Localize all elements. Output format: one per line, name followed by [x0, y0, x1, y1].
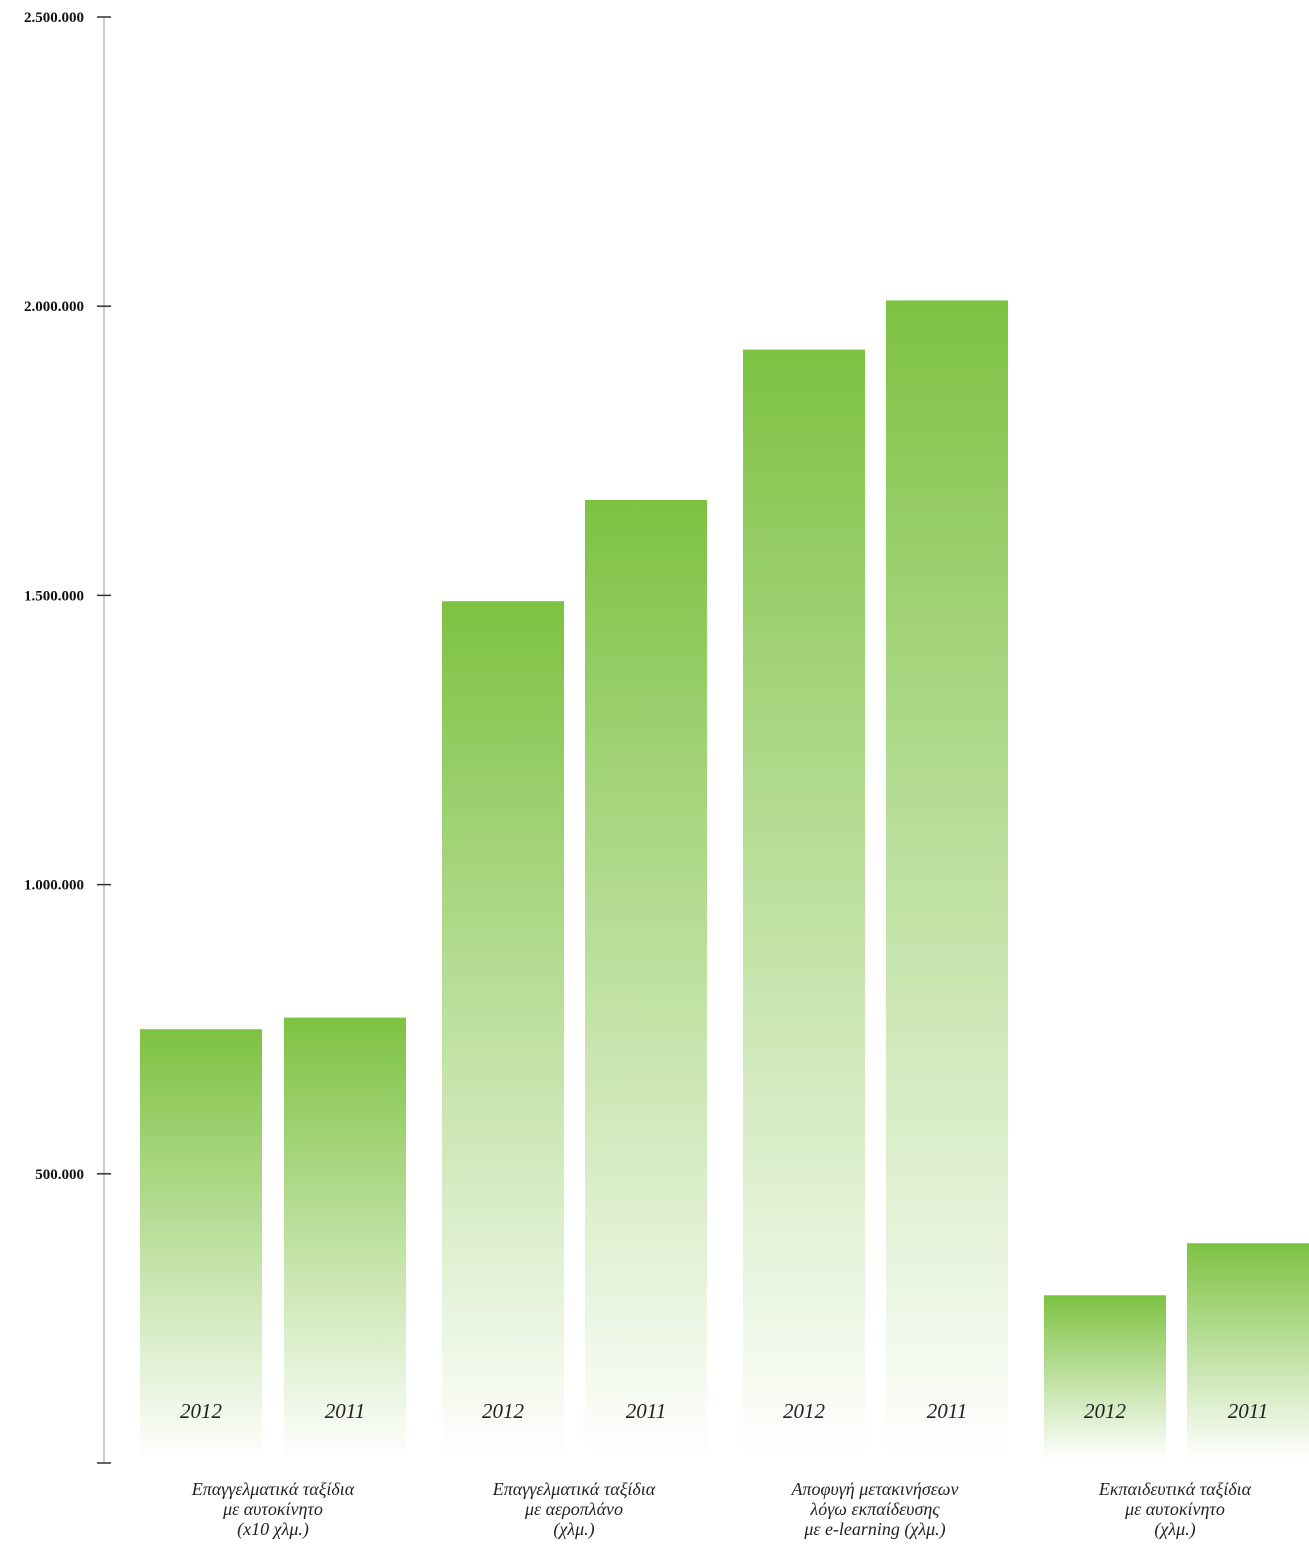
bar-2012: [1044, 1295, 1166, 1460]
category-label-line: Επαγγελματικά ταξίδια: [191, 1479, 355, 1499]
bar-2011: [284, 1017, 406, 1460]
bars: 2012 2011 2012 2011 2012 2011 2012 2011: [140, 300, 1309, 1461]
category-label-line: (x10 χλμ.): [237, 1519, 309, 1540]
bar-year-label: 2011: [626, 1399, 666, 1423]
category-label-line: Εκπαιδευτικά ταξίδια: [1098, 1479, 1252, 1499]
y-axis: 500.000 1.000.000 1.500.000 2.000.000 2.500.…: [24, 10, 111, 1464]
y-tick-label: 500.000: [35, 1167, 84, 1183]
category-label-line: με αυτοκίνητο: [222, 1499, 323, 1519]
bar-2012: [140, 1029, 262, 1460]
y-tick-label: 1.500.000: [24, 588, 84, 604]
bar-2012: [442, 601, 564, 1460]
bar-year-label: 2012: [482, 1399, 525, 1423]
y-tick-label: 1.000.000: [24, 878, 84, 894]
bar-year-label: 2012: [783, 1399, 826, 1423]
bar-year-label: 2011: [1228, 1399, 1268, 1423]
category-label-line: με αεροπλάνο: [524, 1499, 623, 1519]
bar-2011: [585, 499, 707, 1460]
category-label-line: (χλμ.): [553, 1519, 594, 1540]
bar-year-label: 2012: [180, 1399, 223, 1423]
y-tick-label: 2.500.000: [24, 10, 84, 26]
category-label-line: με αυτοκίνητο: [1124, 1499, 1225, 1519]
bar-2011: [1187, 1243, 1309, 1460]
category-label-line: Επαγγελματικά ταξίδια: [492, 1479, 656, 1499]
bar-2011: [886, 300, 1008, 1460]
bar-2012: [743, 349, 865, 1461]
category-label-line: με e-learning (χλμ.): [803, 1519, 945, 1540]
y-tick-label: 2.000.000: [24, 299, 84, 315]
bar-year-label: 2011: [927, 1399, 967, 1423]
category-label-line: λόγω εκπαίδευσης: [809, 1499, 940, 1519]
bar-year-label: 2011: [325, 1399, 365, 1423]
category-label-line: Αποφυγή μετακινήσεων: [790, 1479, 958, 1499]
bar-year-label: 2012: [1084, 1399, 1127, 1423]
category-label-line: (χλμ.): [1154, 1519, 1195, 1540]
